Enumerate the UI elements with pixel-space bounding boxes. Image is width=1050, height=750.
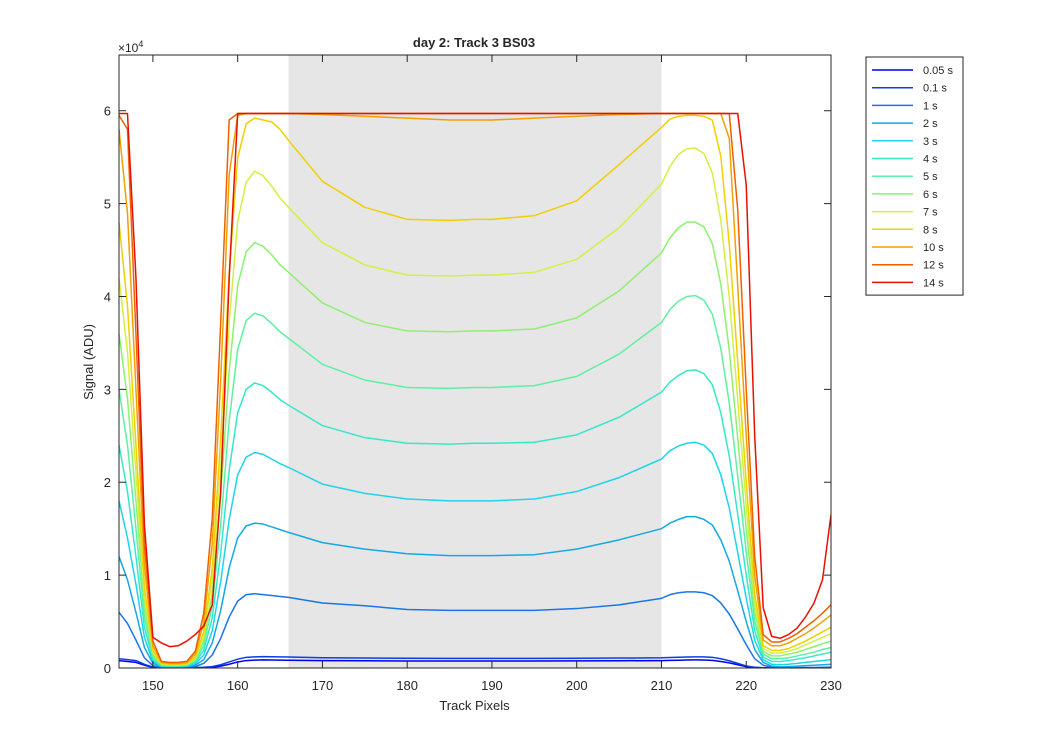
series-line-9 [119, 114, 831, 666]
svg-text:×104: ×104 [118, 39, 143, 55]
x-axis-ticks: 150 160 170 180 190 200 210 220 230 [142, 55, 842, 693]
legend-label: 0.05 s [923, 65, 953, 77]
legend-label: 7 s [923, 207, 938, 219]
legend-label: 14 s [923, 277, 944, 289]
legend-label: 4 s [923, 154, 938, 166]
legend-label: 5 s [923, 171, 938, 183]
x-axis-label: Track Pixels [439, 698, 510, 713]
legend-item: 0.05 s [872, 65, 953, 77]
legend-item: 10 s [872, 242, 944, 254]
y-axis-ticks: 0 1 2 3 4 5 6 [104, 104, 831, 676]
x-tick-label: 170 [312, 678, 334, 693]
x-tick-label: 230 [820, 678, 842, 693]
series-line-12 [119, 112, 831, 648]
plot-area [118, 54, 832, 669]
y-tick-label: 6 [104, 104, 111, 119]
x-tick-label: 150 [142, 678, 164, 693]
series-line-4 [119, 441, 831, 668]
legend-label: 10 s [923, 242, 944, 254]
y-tick-label: 2 [104, 475, 111, 490]
y-exponent-label: ×104 [118, 39, 143, 55]
x-tick-label: 190 [481, 678, 503, 693]
x-tick-label: 160 [227, 678, 249, 693]
legend-item: 0.1 s [872, 83, 947, 95]
x-tick-label: 220 [735, 678, 757, 693]
series-line-3 [119, 515, 831, 668]
series-line-2 [119, 591, 831, 668]
y-axis-label: Signal (ADU) [81, 324, 96, 400]
chart-title: day 2: Track 3 BS03 [413, 35, 535, 50]
legend-item: 3 s [872, 136, 938, 148]
x-tick-label: 180 [396, 678, 418, 693]
legend-item: 1 s [872, 100, 938, 112]
y-tick-label: 4 [104, 289, 111, 304]
legend-label: 12 s [923, 260, 944, 272]
legend-item: 2 s [872, 118, 938, 130]
y-exponent-power: 4 [138, 39, 143, 49]
legend-item: 12 s [872, 260, 944, 272]
shaded-region [288, 55, 662, 668]
legend-item: 5 s [872, 171, 938, 183]
legend-label: 2 s [923, 118, 938, 130]
axes-box [118, 54, 832, 669]
legend-item: 6 s [872, 189, 938, 201]
y-tick-label: 3 [104, 382, 111, 397]
legend-label: 1 s [923, 100, 938, 112]
y-tick-label: 0 [104, 661, 111, 676]
legend-item: 14 s [872, 277, 944, 289]
legend-item: 7 s [872, 207, 938, 219]
x-tick-label: 210 [651, 678, 673, 693]
legend-item: 8 s [872, 224, 938, 236]
legend-label: 0.1 s [923, 83, 947, 95]
legend-label: 8 s [923, 224, 938, 236]
y-tick-label: 1 [104, 568, 111, 583]
x-tick-label: 200 [566, 678, 588, 693]
legend: 0.05 s 0.1 s 1 s 2 s 3 s 4 s 5 s 6 s 7 s 8 s 10 s 1… [865, 56, 964, 296]
series-line-10 [119, 112, 831, 665]
legend-item: 4 s [872, 154, 938, 166]
y-exponent-base: ×10 [118, 41, 139, 55]
y-tick-label: 5 [104, 197, 111, 212]
legend-label: 6 s [923, 189, 938, 201]
legend-label: 3 s [923, 136, 938, 148]
